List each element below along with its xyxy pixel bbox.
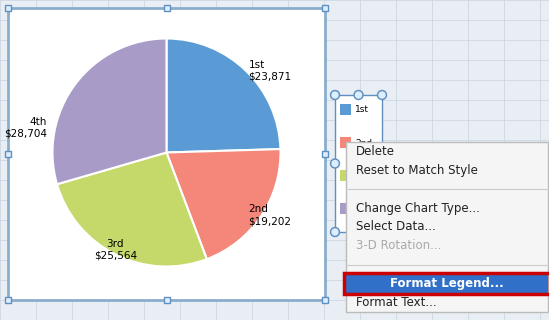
Text: 3rd
$25,564: 3rd $25,564	[94, 239, 137, 260]
Circle shape	[332, 92, 338, 98]
Bar	[335, 95, 382, 232]
Circle shape	[378, 228, 386, 236]
Circle shape	[379, 161, 385, 166]
Bar	[344, 273, 549, 294]
Text: 3rd: 3rd	[355, 172, 370, 180]
Text: 3-D Rotation...: 3-D Rotation...	[356, 239, 441, 252]
Circle shape	[354, 91, 363, 100]
Text: 2nd: 2nd	[355, 139, 372, 148]
Bar	[322, 297, 328, 303]
Bar	[5, 297, 11, 303]
Circle shape	[330, 159, 339, 168]
Circle shape	[330, 91, 339, 100]
Bar	[5, 151, 11, 157]
Text: Delete: Delete	[356, 145, 395, 158]
Text: Format Legend...: Format Legend...	[390, 277, 504, 290]
Text: 2nd
$19,202: 2nd $19,202	[249, 204, 292, 226]
Text: 4th
$28,704: 4th $28,704	[4, 116, 47, 138]
Text: Select Data...: Select Data...	[356, 220, 436, 234]
Bar	[340, 104, 351, 115]
Bar	[346, 274, 548, 293]
Circle shape	[332, 161, 338, 166]
Bar	[322, 151, 328, 157]
Bar	[322, 5, 328, 11]
Text: 1st: 1st	[355, 106, 369, 115]
Bar	[346, 142, 548, 312]
Wedge shape	[166, 38, 281, 153]
Text: 1st
$23,871: 1st $23,871	[249, 60, 292, 81]
Bar	[340, 203, 351, 214]
Circle shape	[356, 92, 361, 98]
Bar	[340, 170, 351, 181]
Bar	[164, 297, 170, 303]
Circle shape	[379, 229, 385, 235]
Circle shape	[330, 228, 339, 236]
Text: Change Chart Type...: Change Chart Type...	[356, 202, 480, 215]
Circle shape	[378, 159, 386, 168]
Circle shape	[354, 228, 363, 236]
Circle shape	[379, 92, 385, 98]
Text: Reset to Match Style: Reset to Match Style	[356, 164, 478, 177]
Wedge shape	[53, 38, 166, 184]
Circle shape	[332, 229, 338, 235]
Text: Format Text...: Format Text...	[356, 296, 436, 309]
Bar	[164, 5, 170, 11]
Wedge shape	[166, 149, 281, 259]
Circle shape	[356, 229, 361, 235]
Bar	[5, 5, 11, 11]
Wedge shape	[57, 153, 207, 267]
Text: 4th: 4th	[355, 204, 370, 213]
Circle shape	[378, 91, 386, 100]
Bar	[8, 8, 325, 300]
Bar	[340, 137, 351, 148]
